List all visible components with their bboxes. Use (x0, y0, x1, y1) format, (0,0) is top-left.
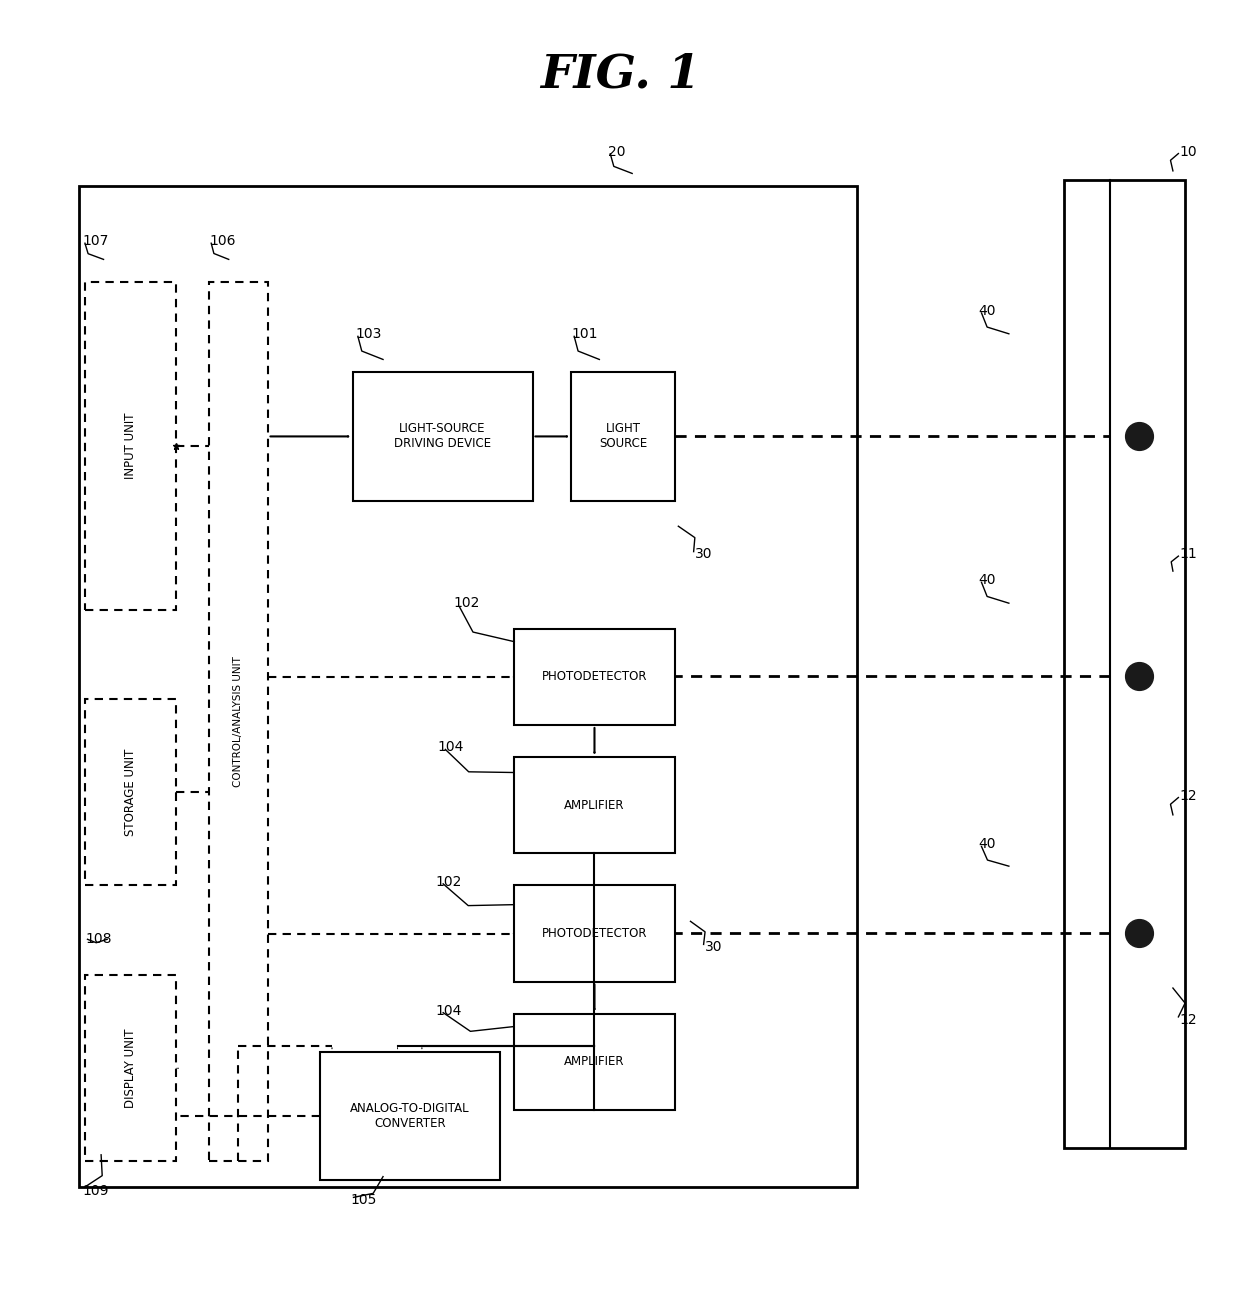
Text: LIGHT-SOURCE
DRIVING DEVICE: LIGHT-SOURCE DRIVING DEVICE (394, 423, 491, 450)
Text: STORAGE UNIT: STORAGE UNIT (124, 749, 138, 836)
Text: 108: 108 (86, 932, 112, 946)
Text: 10: 10 (1179, 144, 1197, 158)
Bar (572, 372, 675, 500)
Bar (515, 628, 675, 725)
Bar (86, 283, 176, 610)
Text: 12: 12 (1179, 1013, 1197, 1028)
Bar (79, 186, 857, 1187)
Text: 30: 30 (706, 940, 723, 954)
Bar (1064, 179, 1185, 1148)
Text: 40: 40 (978, 304, 996, 318)
Text: 40: 40 (978, 573, 996, 588)
Text: PHOTODETECTOR: PHOTODETECTOR (542, 927, 647, 940)
Text: CONTROL/ANALYSIS UNIT: CONTROL/ANALYSIS UNIT (233, 656, 243, 787)
Text: 40: 40 (978, 838, 996, 851)
Text: LIGHT
SOURCE: LIGHT SOURCE (599, 423, 647, 450)
Text: 105: 105 (350, 1192, 377, 1207)
Text: 106: 106 (210, 234, 236, 249)
Text: 104: 104 (435, 1004, 461, 1018)
Bar (320, 1052, 500, 1181)
Bar (210, 283, 268, 1161)
Bar (86, 699, 176, 885)
Text: PHOTODETECTOR: PHOTODETECTOR (542, 670, 647, 683)
Text: 104: 104 (438, 740, 464, 754)
Text: 103: 103 (355, 327, 382, 340)
Text: 102: 102 (435, 874, 461, 889)
Text: 20: 20 (608, 144, 625, 158)
Text: FIG. 1: FIG. 1 (539, 51, 701, 98)
Bar (515, 885, 675, 982)
Text: 12: 12 (1179, 788, 1197, 802)
Text: 101: 101 (572, 327, 598, 340)
Text: INPUT UNIT: INPUT UNIT (124, 412, 138, 479)
Bar (515, 1013, 675, 1110)
Text: DISPLAY UNIT: DISPLAY UNIT (124, 1029, 138, 1107)
Text: AMPLIFIER: AMPLIFIER (564, 1055, 625, 1068)
Bar (86, 975, 176, 1161)
Text: 109: 109 (83, 1183, 109, 1198)
Bar (352, 372, 532, 500)
Text: ANALOG-TO-DIGITAL
CONVERTER: ANALOG-TO-DIGITAL CONVERTER (350, 1102, 470, 1130)
Text: 30: 30 (696, 547, 713, 562)
Text: 11: 11 (1179, 547, 1197, 562)
Text: 102: 102 (454, 596, 480, 610)
Text: AMPLIFIER: AMPLIFIER (564, 798, 625, 812)
Text: 107: 107 (83, 234, 109, 249)
Bar (515, 757, 675, 853)
